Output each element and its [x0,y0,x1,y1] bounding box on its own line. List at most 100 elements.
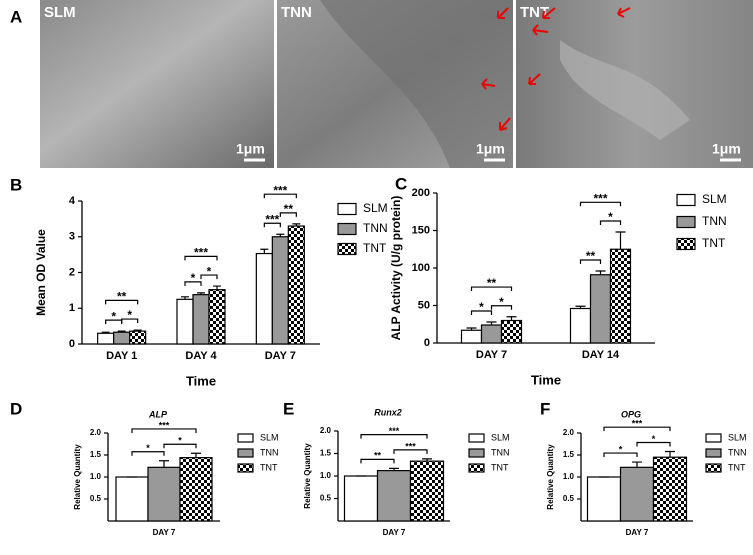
error-bar [595,270,606,275]
image-label: TNN [281,4,312,21]
significance-bracket [599,220,622,225]
significance-label: * [608,210,613,224]
x-axis-title: Time [531,372,561,387]
legend-label: TNT [363,241,387,255]
legend-label: SLM [702,192,727,206]
bar [652,456,688,522]
chart-title: OPG [621,409,641,419]
y-axis-title: ALP Activity (U/g protein) [389,196,403,341]
error-bar [276,233,285,237]
x-tick-label: DAY 7 [265,350,296,362]
legend-label: TNT [491,462,509,472]
x-tick-label: DAY 7 [153,528,176,537]
significance-label: * [619,444,623,454]
bar [113,331,131,345]
significance-bracket [263,222,281,228]
y-tick-label: 2.0 [90,428,102,437]
bar [480,324,503,344]
y-tick-label: 1.5 [320,449,332,458]
x-tick-label: DAY 4 [185,350,217,362]
image-label: SLM [44,4,76,21]
significance-label: ** [487,276,497,290]
significance-label: ** [374,451,382,461]
error-bar [197,292,205,295]
bar [115,476,149,522]
bar [569,307,592,344]
error-bar [181,296,189,300]
error-bar [575,305,586,309]
error-bar [466,327,477,331]
bar [208,289,226,345]
y-axis-title: Mean OD Value [34,229,48,316]
legend-swatch [237,448,254,458]
significance-bracket [490,305,513,310]
significance-bracket [579,259,602,264]
legend-label: TNN [260,447,279,457]
error-bar [260,248,269,254]
error-bar [117,330,126,333]
bar [343,475,379,522]
legend-swatch [676,215,696,229]
bar [609,248,632,344]
y-tick-label: 0.5 [320,494,332,503]
x-tick-label: DAY 7 [476,349,507,361]
bar [619,466,655,522]
y-tick-label: 3 [69,231,75,243]
scale-label: 1μm [236,141,265,157]
legend-swatch [705,448,722,458]
y-tick-label: 1 [69,302,75,314]
error-bar [101,331,110,334]
y-axis-title: Relative Quantity [303,443,312,509]
significance-label: *** [194,246,208,260]
y-tick-label: 200 [412,187,430,199]
bar [287,225,305,345]
significance-bracket [579,201,622,207]
bar [409,460,445,522]
significance-bracket [636,441,671,447]
legend-label: TNN [728,447,747,457]
significance-label: *** [593,191,607,205]
bar [376,470,412,522]
image-label: TNT [520,4,549,21]
significance-label: *** [405,441,416,451]
y-tick-label: 150 [412,224,430,236]
x-axis-title: Time [186,373,216,388]
bar [271,236,289,345]
legend-label: SLM [363,201,388,215]
bar [255,252,273,345]
panel-label: A [10,7,22,26]
chart-title: ALP [148,409,168,419]
y-tick-label: 1.5 [563,450,575,459]
significance-bracket [360,458,395,464]
significance-label: *** [632,419,643,429]
y-tick-label: 1.0 [320,471,332,480]
significance-label: * [499,295,504,309]
legend-swatch [237,433,254,443]
significance-label: * [111,309,116,323]
bar [192,294,210,345]
error-bar [506,316,517,321]
y-tick-label: 100 [412,262,430,274]
bar [129,330,147,345]
legend-label: TNN [702,214,727,228]
x-tick-label: DAY 7 [383,528,406,537]
significance-bracket [131,428,197,433]
y-tick-label: 1.5 [90,450,102,459]
significance-label: * [652,434,656,444]
significance-bracket [263,193,297,199]
error-bar [389,467,399,471]
error-bar [615,231,626,250]
significance-bracket [470,310,493,315]
significance-bracket [393,449,428,454]
sem-image [40,0,274,168]
significance-bracket [279,212,297,217]
significance-bracket [184,281,202,286]
significance-bracket [603,452,638,458]
y-tick-label: 0 [424,337,430,349]
x-tick-label: DAY 14 [582,349,620,361]
legend-swatch [676,193,696,207]
y-tick-label: 0 [69,338,75,350]
significance-label: * [127,308,132,322]
bar [589,274,612,344]
